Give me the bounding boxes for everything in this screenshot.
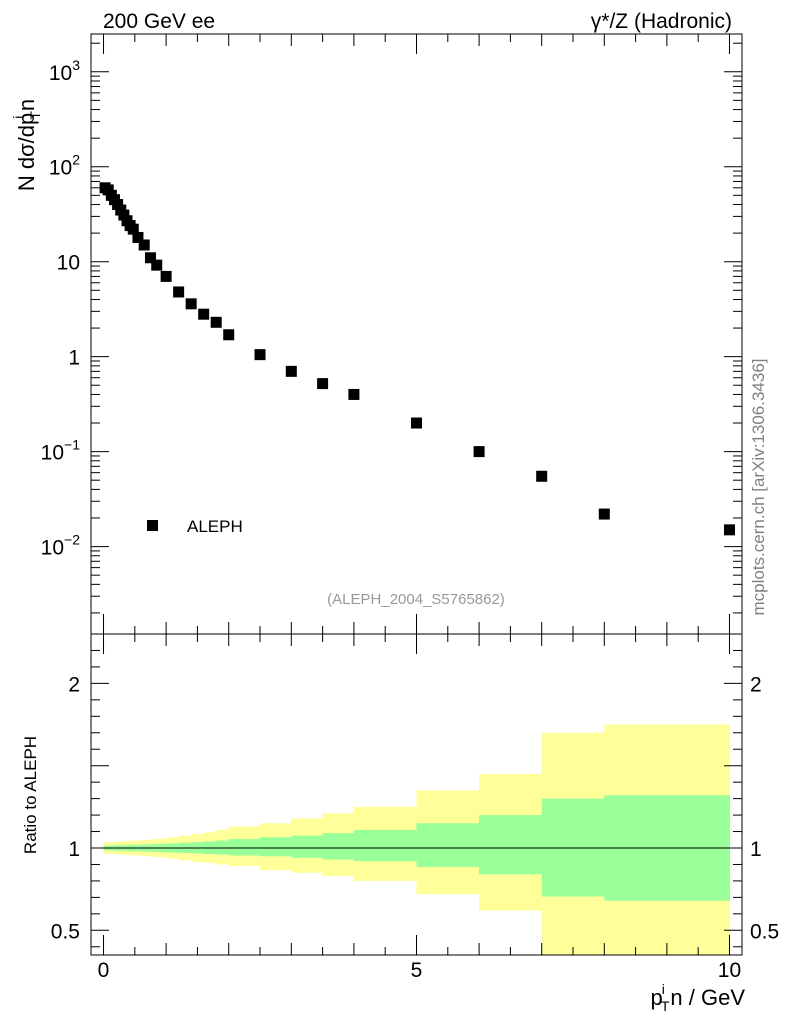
data-point xyxy=(210,316,222,328)
analysis-id-label: (ALEPH_2004_S5765862) xyxy=(327,591,505,608)
ratio-plot-frame xyxy=(90,633,743,956)
inner-band-bin xyxy=(353,829,417,862)
x-tick-label: 0 xyxy=(98,959,110,982)
inner-band-bin xyxy=(322,833,355,860)
ratio-tick-label-left: 2 xyxy=(68,673,80,696)
data-point xyxy=(151,259,163,271)
ratio-y-axis-label: Ratio to ALEPH xyxy=(21,736,40,854)
watermark-text: mcplots.cern.ch [arXiv:1306.3436] xyxy=(749,358,768,615)
header-left: 200 GeV ee xyxy=(103,10,215,33)
inner-band-bin xyxy=(291,835,324,858)
y-tick-label: 10 xyxy=(57,252,80,275)
data-point xyxy=(127,223,139,235)
ratio-tick-label-left: 1 xyxy=(68,838,80,861)
data-point xyxy=(598,508,610,520)
inner-band-bin xyxy=(260,837,292,857)
x-ticks: 0 5 10 xyxy=(98,34,741,982)
ratio-tick-label-right: 0.5 xyxy=(750,920,779,943)
legend-label: ALEPH xyxy=(187,517,243,536)
data-point xyxy=(411,417,422,429)
ratio-tick-label-right: 1 xyxy=(750,838,762,861)
legend-marker xyxy=(147,520,158,531)
ratio-tick-label-left: 0.5 xyxy=(51,920,80,943)
data-point xyxy=(723,524,735,536)
data-point xyxy=(112,199,124,211)
y-tick-label: 10−1 xyxy=(41,437,81,465)
data-point xyxy=(132,231,144,243)
data-point xyxy=(473,446,485,458)
data-markers xyxy=(99,182,735,536)
data-point xyxy=(198,308,210,320)
data-point xyxy=(138,239,150,251)
y-tick-label: 102 xyxy=(49,152,80,180)
data-point xyxy=(285,365,297,377)
data-point xyxy=(185,298,197,310)
data-point xyxy=(223,329,235,341)
main-plot-frame xyxy=(90,33,743,635)
x-axis-label: pi Tn / GeV xyxy=(650,981,745,1014)
y-tick-label: 10−2 xyxy=(41,532,81,560)
inner-band-bin xyxy=(479,815,543,875)
header-right: γ*/Z (Hadronic) xyxy=(591,10,732,33)
ratio-bands xyxy=(103,724,730,955)
data-point xyxy=(536,470,548,482)
ratio-tick-label-right: 2 xyxy=(750,673,762,696)
y-tick-label: 1 xyxy=(68,347,80,370)
data-point xyxy=(254,349,266,361)
x-tick-label: 5 xyxy=(411,959,423,982)
data-point xyxy=(348,388,360,400)
inner-band-bin xyxy=(228,838,261,856)
data-point xyxy=(173,286,185,298)
data-point xyxy=(317,378,329,390)
inner-band-bin xyxy=(416,823,480,867)
data-point xyxy=(144,252,156,264)
y-tick-label: 103 xyxy=(49,57,80,85)
data-point xyxy=(118,209,130,221)
data-point xyxy=(160,270,172,282)
x-tick-label: 10 xyxy=(718,959,741,982)
ratio-y-ticks: 2 2 1 1 0.5 0.5 xyxy=(51,649,779,948)
main-y-axis-label: N dσ/dpiTn xyxy=(10,99,43,191)
